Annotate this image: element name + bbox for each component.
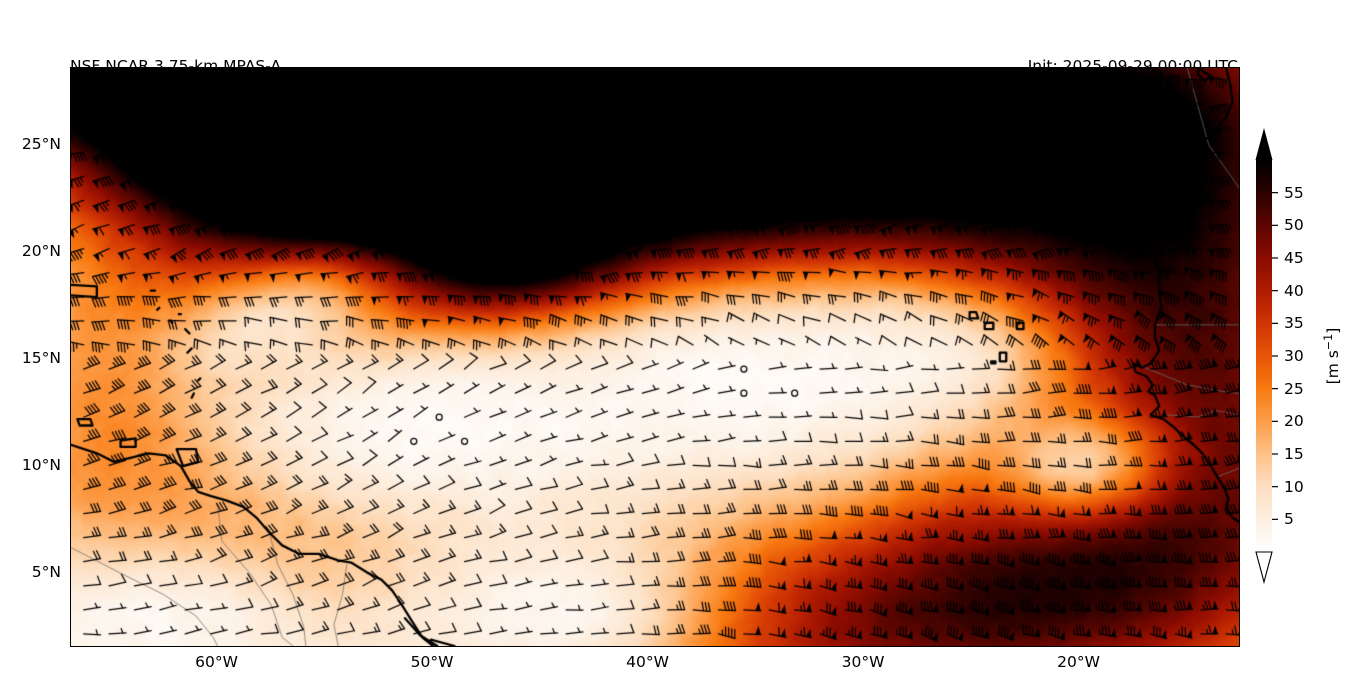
y-tick-label: 20°N: [21, 242, 61, 261]
y-tick-label: 25°N: [21, 135, 61, 154]
y-tick-label: 5°N: [31, 563, 61, 582]
colorbar-tick-label: 35: [1284, 314, 1304, 333]
wind-barb-layer: [71, 68, 1239, 646]
colorbar-tick-label: 55: [1284, 183, 1304, 202]
colorbar-tick-label: 15: [1284, 445, 1304, 463]
x-tick-label: 40°W: [626, 653, 669, 671]
x-tick-label: 30°W: [841, 653, 885, 671]
map-plot-area: [70, 67, 1240, 647]
y-tick-label: 15°N: [21, 349, 61, 368]
y-tick-label: 10°N: [21, 456, 61, 475]
colorbar: [m s−1] 5 10 15 20 25 30 35 40 45 50 55: [1248, 118, 1353, 596]
x-tick-label: 50°W: [410, 653, 454, 671]
colorbar-tick-label: 45: [1284, 249, 1304, 267]
colorbar-tick-label: 30: [1284, 347, 1304, 365]
colorbar-tick-label: 50: [1284, 216, 1304, 235]
colorbar-unit-label: [m s−1]: [1322, 327, 1343, 385]
colorbar-tick-label: 5: [1284, 510, 1294, 529]
colorbar-tick-label: 20: [1284, 412, 1304, 431]
colorbar-tick-label: 10: [1284, 477, 1304, 496]
x-tick-label: 20°W: [1057, 653, 1100, 671]
colorbar-tick-label: 40: [1284, 281, 1304, 300]
colorbar-tick-label: 25: [1284, 379, 1304, 398]
x-tick-label: 60°W: [195, 653, 238, 671]
